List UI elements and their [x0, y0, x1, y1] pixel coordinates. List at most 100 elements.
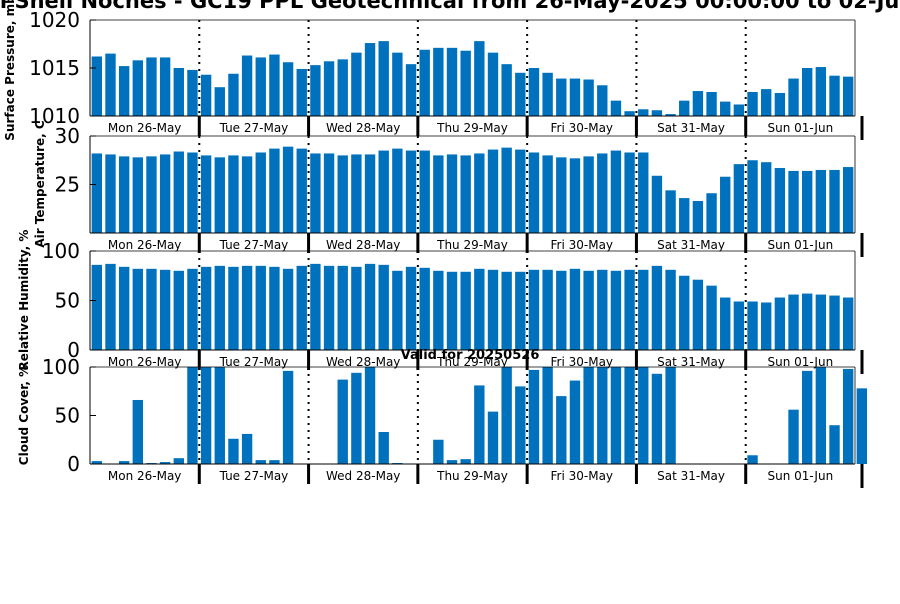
bar-3-5 — [159, 462, 171, 464]
bar-2-14 — [282, 268, 294, 350]
bar-1-5 — [159, 154, 171, 233]
bar-0-39 — [624, 111, 635, 116]
day-label-2-1: Tue 27-May — [219, 355, 289, 369]
bar-3-11 — [241, 433, 253, 464]
bar-2-41 — [651, 265, 663, 350]
bar-1-33 — [542, 155, 553, 233]
bar-1-24 — [419, 150, 430, 233]
bar-0-43 — [679, 100, 690, 116]
bar-2-10 — [228, 266, 239, 350]
bar-0-34 — [556, 78, 567, 116]
bar-1-44 — [692, 200, 704, 233]
bar-2-34 — [556, 270, 567, 350]
bar-0-46 — [720, 101, 731, 116]
bar-0-44 — [692, 91, 704, 116]
bar-2-6 — [173, 270, 184, 350]
bar-0-47 — [733, 104, 745, 116]
bar-1-26 — [446, 154, 458, 233]
bar-2-46 — [720, 297, 731, 350]
bar-1-38 — [610, 150, 622, 233]
day-label-1-4: Fri 30-May — [551, 238, 614, 252]
bar-2-43 — [679, 275, 690, 350]
bar-0-16 — [310, 65, 321, 116]
bar-1-46 — [720, 176, 731, 233]
bar-2-15 — [296, 265, 307, 350]
y-tick-label-3-1: 50 — [55, 404, 80, 428]
bar-1-55 — [842, 167, 854, 233]
bar-3-6 — [173, 458, 184, 464]
bar-3-10 — [228, 438, 239, 464]
bar-2-26 — [446, 271, 458, 350]
bar-0-55 — [842, 76, 854, 116]
bar-2-27 — [460, 271, 471, 350]
bar-0-19 — [351, 52, 362, 116]
day-label-0-1: Tue 27-May — [219, 121, 289, 135]
bar-0-51 — [788, 78, 799, 116]
bar-2-35 — [569, 268, 581, 350]
bar-2-45 — [706, 285, 717, 350]
bar-3-48 — [747, 455, 758, 464]
day-label-3-3: Thu 29-May — [436, 469, 508, 483]
bar-0-0 — [91, 56, 103, 116]
bar-1-29 — [487, 149, 499, 233]
bar-1-8 — [200, 155, 212, 233]
day-label-1-6: Sun 01-Jun — [768, 238, 834, 252]
bar-3-52 — [802, 370, 813, 464]
day-label-0-0: Mon 26-May — [108, 121, 182, 135]
bar-2-0 — [91, 264, 103, 350]
bar-1-41 — [651, 175, 663, 233]
bar-3-33 — [542, 367, 553, 464]
bar-3-8 — [200, 367, 212, 464]
bar-0-30 — [501, 64, 512, 116]
day-label-0-4: Fri 30-May — [551, 121, 614, 135]
bar-0-38 — [610, 100, 622, 116]
day-label-1-1: Tue 27-May — [219, 238, 289, 252]
day-label-0-5: Sat 31-May — [657, 121, 725, 135]
bar-0-15 — [296, 68, 307, 116]
bar-3-32 — [528, 369, 540, 464]
bar-1-34 — [556, 157, 567, 233]
bar-1-0 — [91, 153, 103, 233]
day-label-0-2: Wed 28-May — [326, 121, 400, 135]
bar-2-3 — [132, 268, 143, 350]
bar-0-6 — [173, 68, 184, 116]
y-tick-label-2-0: 0 — [67, 338, 80, 362]
bar-3-12 — [255, 460, 266, 464]
bar-2-28 — [474, 268, 485, 350]
bar-2-17 — [323, 265, 335, 350]
bar-0-49 — [761, 89, 772, 116]
bar-2-33 — [542, 269, 553, 350]
bar-1-18 — [337, 155, 348, 233]
bar-1-16 — [310, 153, 321, 233]
y-axis-label-0: Surface Pressure, mb — [3, 0, 17, 141]
figure-title: el Shell Noches - GC19 PPL Geotechnical … — [0, 0, 900, 13]
bar-2-37 — [597, 269, 608, 350]
day-label-3-5: Sat 31-May — [657, 469, 725, 483]
day-label-3-4: Fri 30-May — [551, 469, 614, 483]
day-label-3-0: Mon 26-May — [108, 469, 182, 483]
bar-2-5 — [159, 269, 171, 350]
day-label-3-6: Sun 01-Jun — [768, 469, 834, 483]
bar-3-54 — [829, 425, 840, 464]
bar-0-52 — [802, 68, 813, 116]
bar-1-22 — [392, 148, 403, 233]
bar-3-14 — [282, 370, 294, 464]
bar-0-1 — [105, 53, 116, 116]
bar-3-40 — [638, 367, 649, 464]
bar-3-51 — [788, 409, 799, 464]
bar-3-30 — [501, 367, 512, 464]
bar-1-4 — [146, 156, 157, 233]
bar-1-53 — [815, 169, 827, 233]
bar-1-15 — [296, 148, 307, 233]
bar-1-51 — [788, 170, 799, 233]
bar-2-24 — [419, 267, 430, 350]
bar-3-25 — [433, 439, 444, 464]
y-tick-label-0-0: 1010 — [29, 104, 80, 128]
bar-3-55 — [842, 368, 854, 464]
bar-0-33 — [542, 72, 553, 116]
day-label-1-5: Sat 31-May — [657, 238, 725, 252]
bar-0-9 — [214, 87, 225, 116]
bar-1-12 — [255, 152, 266, 233]
bar-3-36 — [583, 367, 594, 464]
bar-1-23 — [405, 150, 417, 233]
